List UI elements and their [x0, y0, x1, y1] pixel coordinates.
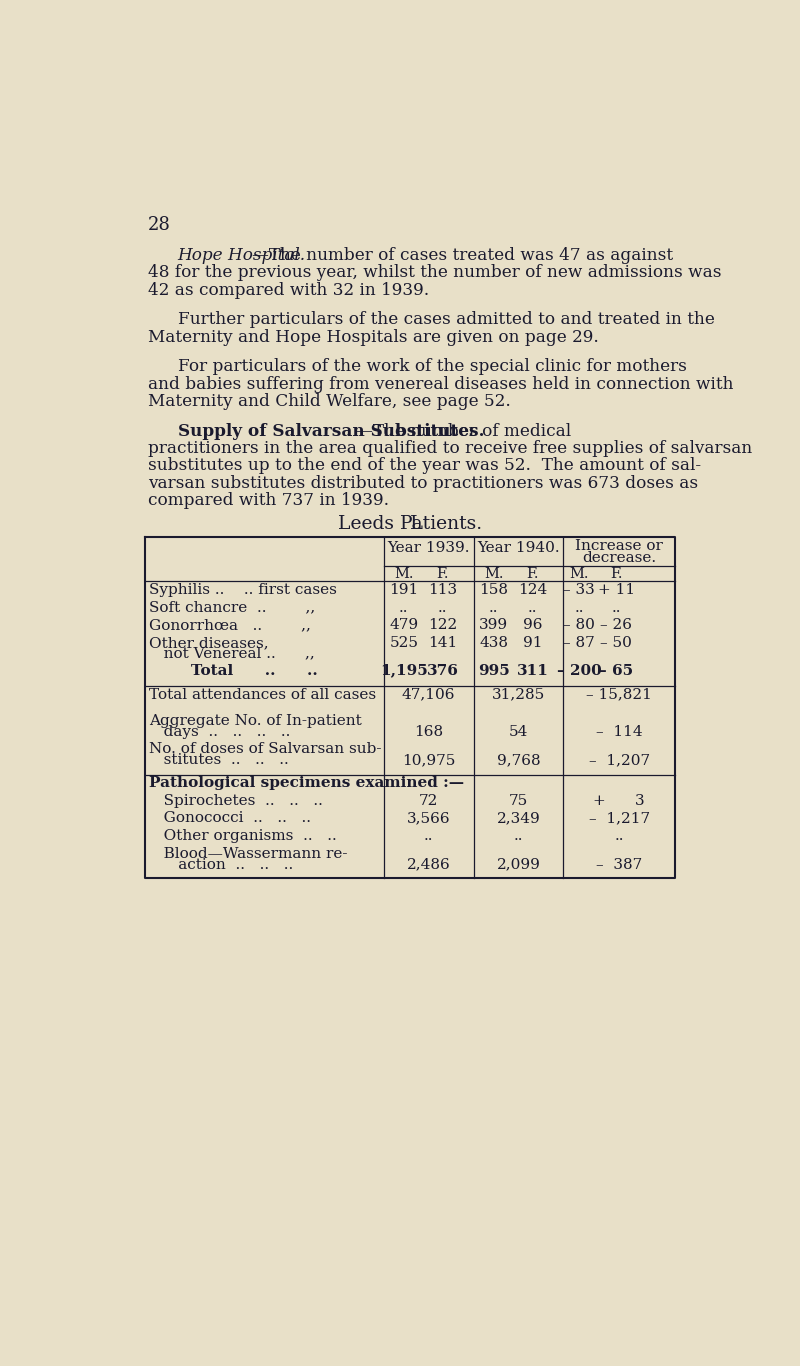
Text: For particulars of the work of the special clinic for mothers: For particulars of the work of the speci…: [178, 358, 686, 376]
Text: 122: 122: [428, 619, 457, 632]
Text: Supply of Salvarsan Substitutes.: Supply of Salvarsan Substitutes.: [178, 422, 484, 440]
Text: Year 1940.: Year 1940.: [477, 541, 560, 555]
Text: Total attendances of all cases: Total attendances of all cases: [149, 687, 376, 702]
Text: M.: M.: [394, 567, 414, 582]
Text: ..: ..: [424, 829, 434, 843]
Text: Blood—Wassermann re-: Blood—Wassermann re-: [149, 847, 347, 861]
Text: 28: 28: [148, 216, 171, 235]
Text: + 11: + 11: [598, 583, 634, 597]
Text: Further particulars of the cases admitted to and treated in the: Further particulars of the cases admitte…: [178, 311, 714, 328]
Text: and babies suffering from venereal diseases held in connection with: and babies suffering from venereal disea…: [148, 376, 734, 392]
Text: 376: 376: [426, 664, 458, 678]
Text: Soft chancre  ..        ,,: Soft chancre .. ,,: [149, 601, 315, 615]
Text: compared with 737 in 1939.: compared with 737 in 1939.: [148, 492, 389, 510]
Text: Gonococci  ..   ..   ..: Gonococci .. .. ..: [149, 811, 311, 825]
Text: 168: 168: [414, 725, 443, 739]
Text: practitioners in the area qualified to receive free supplies of salvarsan: practitioners in the area qualified to r…: [148, 440, 752, 458]
Text: Total      ..      ..: Total .. ..: [149, 664, 318, 678]
Text: Maternity and Child Welfare, see page 52.: Maternity and Child Welfare, see page 52…: [148, 393, 511, 410]
Text: Spirochetes  ..   ..   ..: Spirochetes .. .. ..: [149, 794, 322, 807]
Text: ..: ..: [528, 601, 538, 615]
Text: Other diseases,: Other diseases,: [149, 637, 269, 650]
Text: 124: 124: [518, 583, 547, 597]
Text: varsan substitutes distributed to practitioners was 673 doses as: varsan substitutes distributed to practi…: [148, 474, 698, 492]
Text: Aggregate No. of In-patient: Aggregate No. of In-patient: [149, 714, 362, 728]
Text: Other organisms  ..   ..: Other organisms .. ..: [149, 829, 337, 843]
Text: ..: ..: [514, 829, 523, 843]
Text: 525: 525: [390, 637, 418, 650]
Text: F.: F.: [436, 567, 449, 582]
Text: – 26: – 26: [600, 619, 632, 632]
Text: 2,349: 2,349: [497, 811, 540, 825]
Text: ..: ..: [438, 601, 447, 615]
Text: – 33: – 33: [563, 583, 595, 597]
Text: —The number of medical: —The number of medical: [356, 422, 571, 440]
Text: 3,566: 3,566: [406, 811, 450, 825]
Text: –  387: – 387: [596, 858, 642, 872]
Text: ..: ..: [614, 829, 624, 843]
Text: 96: 96: [522, 619, 542, 632]
Text: F.: F.: [526, 567, 538, 582]
Text: –  1,217: – 1,217: [589, 811, 650, 825]
Text: 113: 113: [428, 583, 457, 597]
Text: 141: 141: [428, 637, 457, 650]
Text: —The number of cases treated was 47 as against: —The number of cases treated was 47 as a…: [252, 247, 673, 264]
Text: decrease.: decrease.: [582, 552, 656, 566]
Text: L: L: [410, 515, 423, 533]
Text: –  114: – 114: [596, 725, 642, 739]
Text: – 200: – 200: [557, 664, 602, 678]
Text: stitutes  ..   ..   ..: stitutes .. .. ..: [149, 753, 289, 766]
Text: 2,099: 2,099: [497, 858, 541, 872]
Text: – 50: – 50: [600, 637, 632, 650]
Text: M.: M.: [484, 567, 503, 582]
Text: ..: ..: [574, 601, 584, 615]
Text: 10,975: 10,975: [402, 753, 455, 766]
Text: 311: 311: [517, 664, 548, 678]
Text: 72: 72: [419, 794, 438, 807]
Text: 31,285: 31,285: [492, 687, 545, 702]
Text: not Venereal ..      ,,: not Venereal .. ,,: [149, 646, 314, 661]
Text: Maternity and Hope Hospitals are given on page 29.: Maternity and Hope Hospitals are given o…: [148, 329, 599, 346]
Text: 9,768: 9,768: [497, 753, 540, 766]
Text: – 65: – 65: [599, 664, 634, 678]
Text: substitutes up to the end of the year was 52.  The amount of sal-: substitutes up to the end of the year wa…: [148, 458, 701, 474]
Text: F.: F.: [610, 567, 622, 582]
Text: 2,486: 2,486: [406, 858, 450, 872]
Text: 399: 399: [479, 619, 508, 632]
Text: – 15,821: – 15,821: [586, 687, 652, 702]
Text: Year 1939.: Year 1939.: [387, 541, 470, 555]
Text: ..: ..: [611, 601, 621, 615]
Text: ..: ..: [489, 601, 498, 615]
Text: action  ..   ..   ..: action .. .. ..: [149, 858, 293, 872]
Text: Gonorrhœa   ..        ,,: Gonorrhœa .. ,,: [149, 619, 310, 632]
Text: 91: 91: [522, 637, 542, 650]
Text: No. of doses of Salvarsan sub-: No. of doses of Salvarsan sub-: [149, 742, 382, 757]
Text: – 80: – 80: [563, 619, 595, 632]
Text: Hope Hospital.: Hope Hospital.: [178, 247, 306, 264]
Text: 75: 75: [509, 794, 528, 807]
Text: Increase or: Increase or: [575, 540, 663, 553]
Text: 191: 191: [389, 583, 418, 597]
Text: 48 for the previous year, whilst the number of new admissions was: 48 for the previous year, whilst the num…: [148, 265, 722, 281]
Text: 438: 438: [479, 637, 508, 650]
Text: 158: 158: [479, 583, 508, 597]
Text: – 87: – 87: [563, 637, 595, 650]
Text: +      3: + 3: [594, 794, 645, 807]
Text: 995: 995: [478, 664, 510, 678]
Text: Pathological specimens examined :—: Pathological specimens examined :—: [149, 776, 464, 790]
Text: 47,106: 47,106: [402, 687, 455, 702]
Text: 54: 54: [509, 725, 528, 739]
Text: –  1,207: – 1,207: [589, 753, 650, 766]
Text: Leeds Patients.: Leeds Patients.: [338, 515, 482, 533]
Text: ..: ..: [399, 601, 409, 615]
Text: 1,195: 1,195: [380, 664, 428, 678]
Text: days  ..   ..   ..   ..: days .. .. .. ..: [149, 725, 290, 739]
Text: 42 as compared with 32 in 1939.: 42 as compared with 32 in 1939.: [148, 281, 430, 299]
Text: 479: 479: [390, 619, 418, 632]
Text: M.: M.: [570, 567, 589, 582]
Text: Syphilis ..    .. first cases: Syphilis .. .. first cases: [149, 583, 337, 597]
